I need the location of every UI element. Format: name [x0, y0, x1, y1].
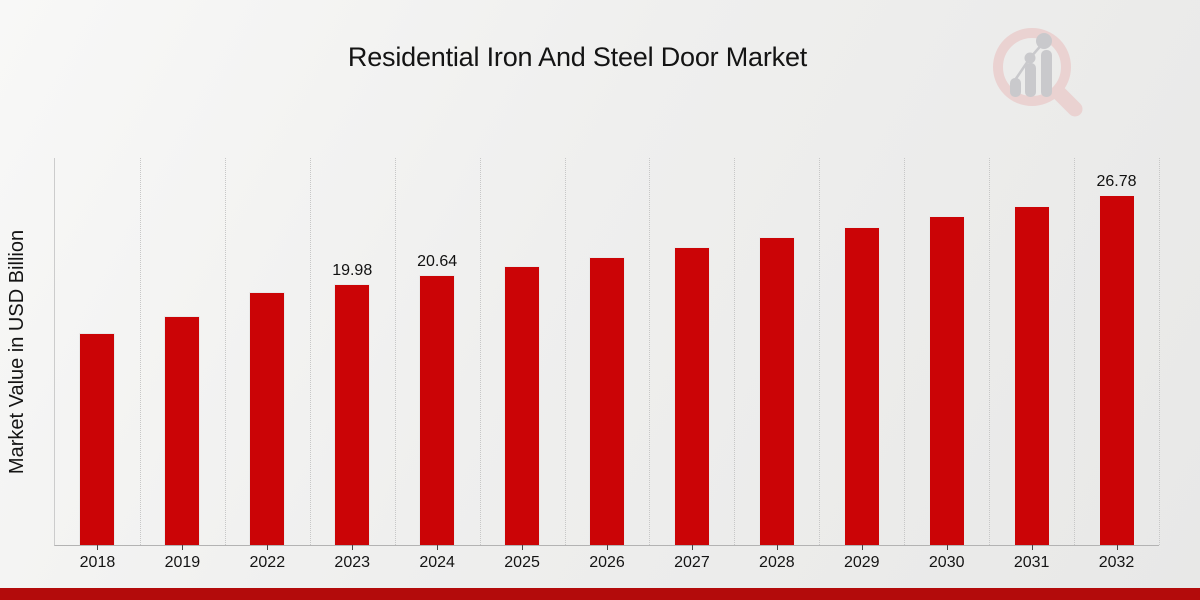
bar-2018 — [79, 333, 116, 545]
x-tick-label: 2029 — [843, 554, 880, 571]
bar-2023 — [334, 284, 371, 545]
x-tick — [352, 545, 354, 550]
x-tick-label: 2028 — [759, 554, 795, 571]
x-tick — [946, 545, 948, 550]
bar-2029 — [843, 227, 880, 545]
bar-2031 — [1013, 206, 1050, 545]
x-tick — [97, 545, 99, 550]
x-tick-label: 2027 — [674, 554, 710, 571]
bar-value-label: 26.78 — [1096, 173, 1137, 190]
x-tick — [1031, 545, 1033, 550]
bar-2032 — [1098, 195, 1135, 545]
x-tick-label: 2025 — [504, 554, 540, 571]
plot-area: 2018 2019 2022 19.98 2023 20.64 2024 2025 2026 20… — [54, 158, 1160, 571]
magnifier-handle — [1052, 86, 1083, 117]
x-tick-label: 2018 — [79, 554, 116, 571]
logo-bar-small — [1010, 78, 1021, 97]
gridline — [309, 158, 311, 545]
x-tick-label: 2030 — [928, 554, 965, 571]
bar-2019 — [164, 316, 201, 545]
gridline — [394, 158, 396, 545]
gridline — [989, 158, 991, 545]
gridline — [649, 158, 651, 545]
x-tick — [267, 545, 269, 550]
gridline — [904, 158, 906, 545]
bar-2028 — [758, 237, 795, 545]
gridline — [564, 158, 566, 545]
x-tick-label: 2031 — [1013, 554, 1050, 571]
x-tick-label: 2023 — [334, 554, 371, 571]
bar-2027 — [673, 247, 710, 545]
bar-2030 — [928, 216, 965, 545]
x-tick-label: 2024 — [419, 554, 455, 571]
bar-2024 — [419, 275, 456, 545]
logo-bar-medium — [1025, 63, 1036, 97]
x-tick — [437, 545, 439, 550]
bar-2026 — [589, 257, 625, 545]
gridline — [224, 158, 226, 545]
bar-value-label: 20.64 — [417, 253, 458, 270]
gridline — [734, 158, 736, 545]
magnifier-bar-chart-logo — [993, 28, 1083, 117]
x-tick — [522, 545, 524, 550]
y-axis-label: Market Value in USD Billion — [6, 229, 28, 475]
bar-2022 — [249, 292, 286, 545]
footer-accent-bar — [0, 588, 1200, 600]
x-tick — [182, 545, 184, 550]
logo-node-mid — [1024, 52, 1036, 64]
x-tick — [607, 545, 608, 550]
x-tick — [1116, 545, 1118, 550]
magnifier-ring — [993, 28, 1071, 106]
gridline — [1074, 158, 1076, 545]
chart-title: Residential Iron And Steel Door Market — [347, 42, 808, 72]
logo-node-top — [1036, 33, 1052, 49]
gridline — [819, 158, 821, 545]
x-tick — [776, 545, 778, 550]
x-tick-label: 2022 — [249, 554, 286, 571]
gridline — [1159, 158, 1160, 545]
gridline — [139, 158, 141, 545]
bar-value-label: 19.98 — [332, 262, 373, 279]
x-tick — [691, 545, 693, 550]
x-tick-label: 2026 — [589, 554, 625, 571]
x-tick-label: 2019 — [164, 554, 201, 571]
x-tick-label: 2032 — [1098, 554, 1135, 571]
x-tick — [861, 545, 863, 550]
logo-bar-tall — [1041, 50, 1052, 97]
bar-2025 — [504, 266, 541, 545]
gridline — [479, 158, 481, 545]
